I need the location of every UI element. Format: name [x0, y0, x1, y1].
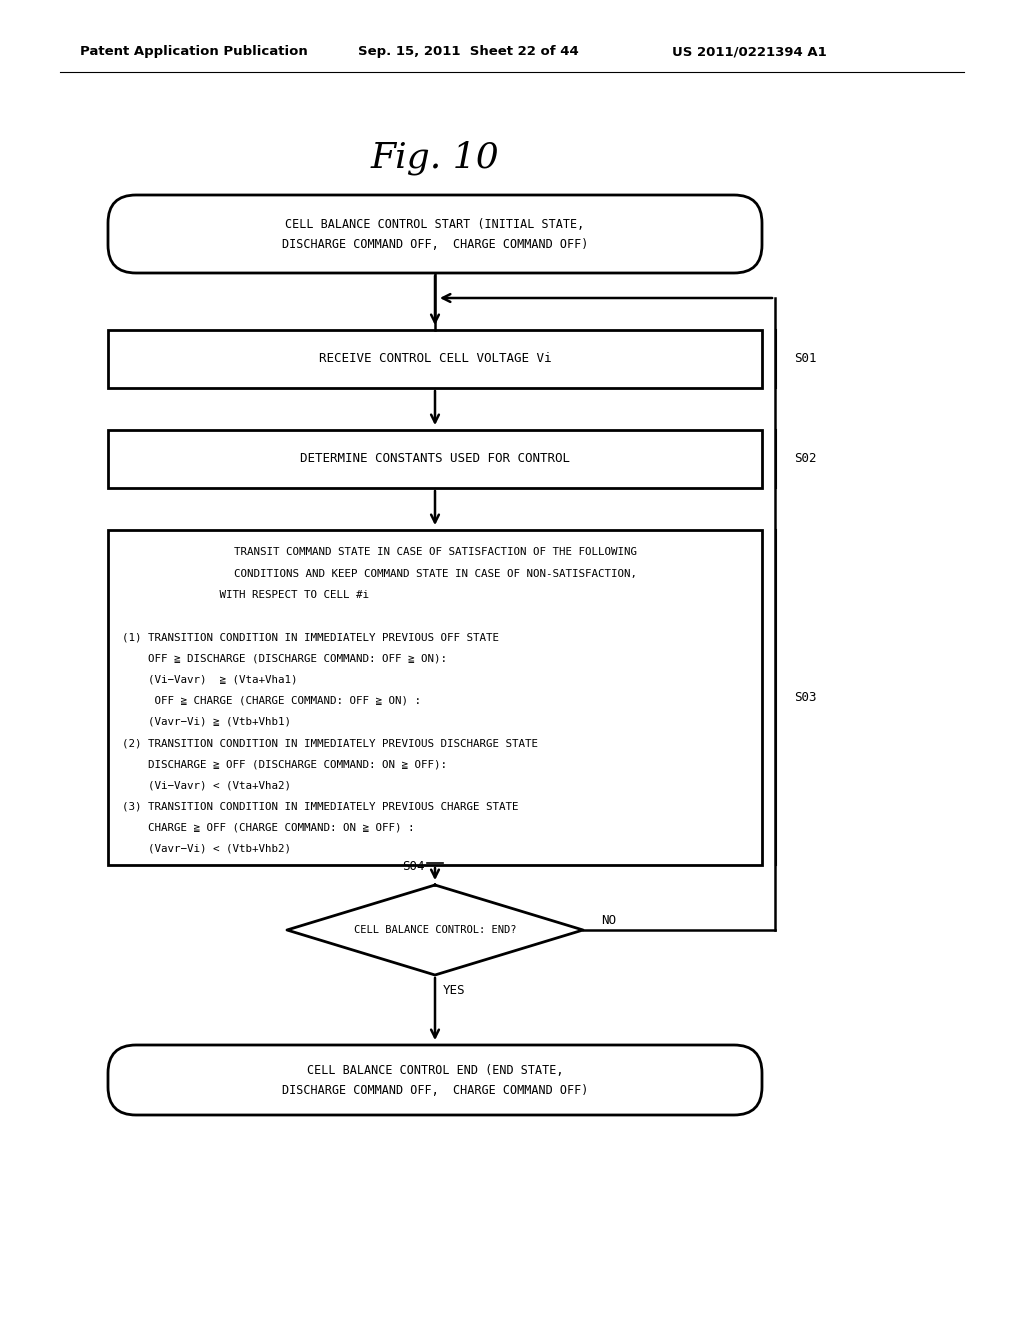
Text: (1) TRANSITION CONDITION IN IMMEDIATELY PREVIOUS OFF STATE: (1) TRANSITION CONDITION IN IMMEDIATELY … — [122, 632, 499, 642]
Text: CELL BALANCE CONTROL START (INITIAL STATE,: CELL BALANCE CONTROL START (INITIAL STAT… — [286, 218, 585, 231]
Text: NO: NO — [601, 913, 616, 927]
Text: CONDITIONS AND KEEP COMMAND STATE IN CASE OF NON-SATISFACTION,: CONDITIONS AND KEEP COMMAND STATE IN CAS… — [233, 569, 637, 578]
Text: (Vi−Vavr) < (Vta+Vha2): (Vi−Vavr) < (Vta+Vha2) — [122, 780, 291, 791]
Text: CELL BALANCE CONTROL END (END STATE,: CELL BALANCE CONTROL END (END STATE, — [307, 1064, 563, 1077]
FancyBboxPatch shape — [108, 1045, 762, 1115]
Bar — [108, 531, 762, 865]
Text: TRANSIT COMMAND STATE IN CASE OF SATISFACTION OF THE FOLLOWING: TRANSIT COMMAND STATE IN CASE OF SATISFA… — [233, 548, 637, 557]
Text: CELL BALANCE CONTROL: END?: CELL BALANCE CONTROL: END? — [353, 925, 516, 935]
Text: DETERMINE CONSTANTS USED FOR CONTROL: DETERMINE CONSTANTS USED FOR CONTROL — [300, 453, 570, 466]
Text: S04: S04 — [402, 861, 425, 874]
Text: YES: YES — [443, 985, 466, 998]
Text: S03: S03 — [794, 690, 816, 704]
Bar — [108, 330, 762, 388]
Text: DISCHARGE ≧ OFF (DISCHARGE COMMAND: ON ≧ OFF):: DISCHARGE ≧ OFF (DISCHARGE COMMAND: ON ≧… — [122, 759, 447, 770]
Text: DISCHARGE COMMAND OFF,  CHARGE COMMAND OFF): DISCHARGE COMMAND OFF, CHARGE COMMAND OF… — [282, 238, 588, 251]
Text: (Vi−Vavr)  ≧ (Vta+Vha1): (Vi−Vavr) ≧ (Vta+Vha1) — [122, 675, 298, 685]
Text: OFF ≧ CHARGE (CHARGE COMMAND: OFF ≧ ON) :: OFF ≧ CHARGE (CHARGE COMMAND: OFF ≧ ON) … — [122, 696, 421, 706]
Text: Patent Application Publication: Patent Application Publication — [80, 45, 308, 58]
FancyBboxPatch shape — [108, 195, 762, 273]
Text: S01: S01 — [794, 352, 816, 366]
Text: DISCHARGE COMMAND OFF,  CHARGE COMMAND OFF): DISCHARGE COMMAND OFF, CHARGE COMMAND OF… — [282, 1084, 588, 1097]
Text: CHARGE ≧ OFF (CHARGE COMMAND: ON ≧ OFF) :: CHARGE ≧ OFF (CHARGE COMMAND: ON ≧ OFF) … — [122, 822, 415, 833]
Text: (Vavr−Vi) < (Vtb+Vhb2): (Vavr−Vi) < (Vtb+Vhb2) — [122, 843, 291, 854]
Text: Sep. 15, 2011  Sheet 22 of 44: Sep. 15, 2011 Sheet 22 of 44 — [358, 45, 579, 58]
Text: (3) TRANSITION CONDITION IN IMMEDIATELY PREVIOUS CHARGE STATE: (3) TRANSITION CONDITION IN IMMEDIATELY … — [122, 801, 518, 812]
Text: S02: S02 — [794, 453, 816, 466]
Text: (2) TRANSITION CONDITION IN IMMEDIATELY PREVIOUS DISCHARGE STATE: (2) TRANSITION CONDITION IN IMMEDIATELY … — [122, 738, 538, 748]
Text: Fig. 10: Fig. 10 — [371, 141, 500, 176]
Text: OFF ≧ DISCHARGE (DISCHARGE COMMAND: OFF ≧ ON):: OFF ≧ DISCHARGE (DISCHARGE COMMAND: OFF … — [122, 653, 447, 664]
Text: RECEIVE CONTROL CELL VOLTAGE Vi: RECEIVE CONTROL CELL VOLTAGE Vi — [318, 352, 551, 366]
Text: WITH RESPECT TO CELL #i: WITH RESPECT TO CELL #i — [122, 590, 369, 599]
Text: (Vavr−Vi) ≧ (Vtb+Vhb1): (Vavr−Vi) ≧ (Vtb+Vhb1) — [122, 717, 291, 727]
Text: US 2011/0221394 A1: US 2011/0221394 A1 — [672, 45, 826, 58]
Bar — [108, 430, 762, 488]
Polygon shape — [287, 884, 583, 975]
